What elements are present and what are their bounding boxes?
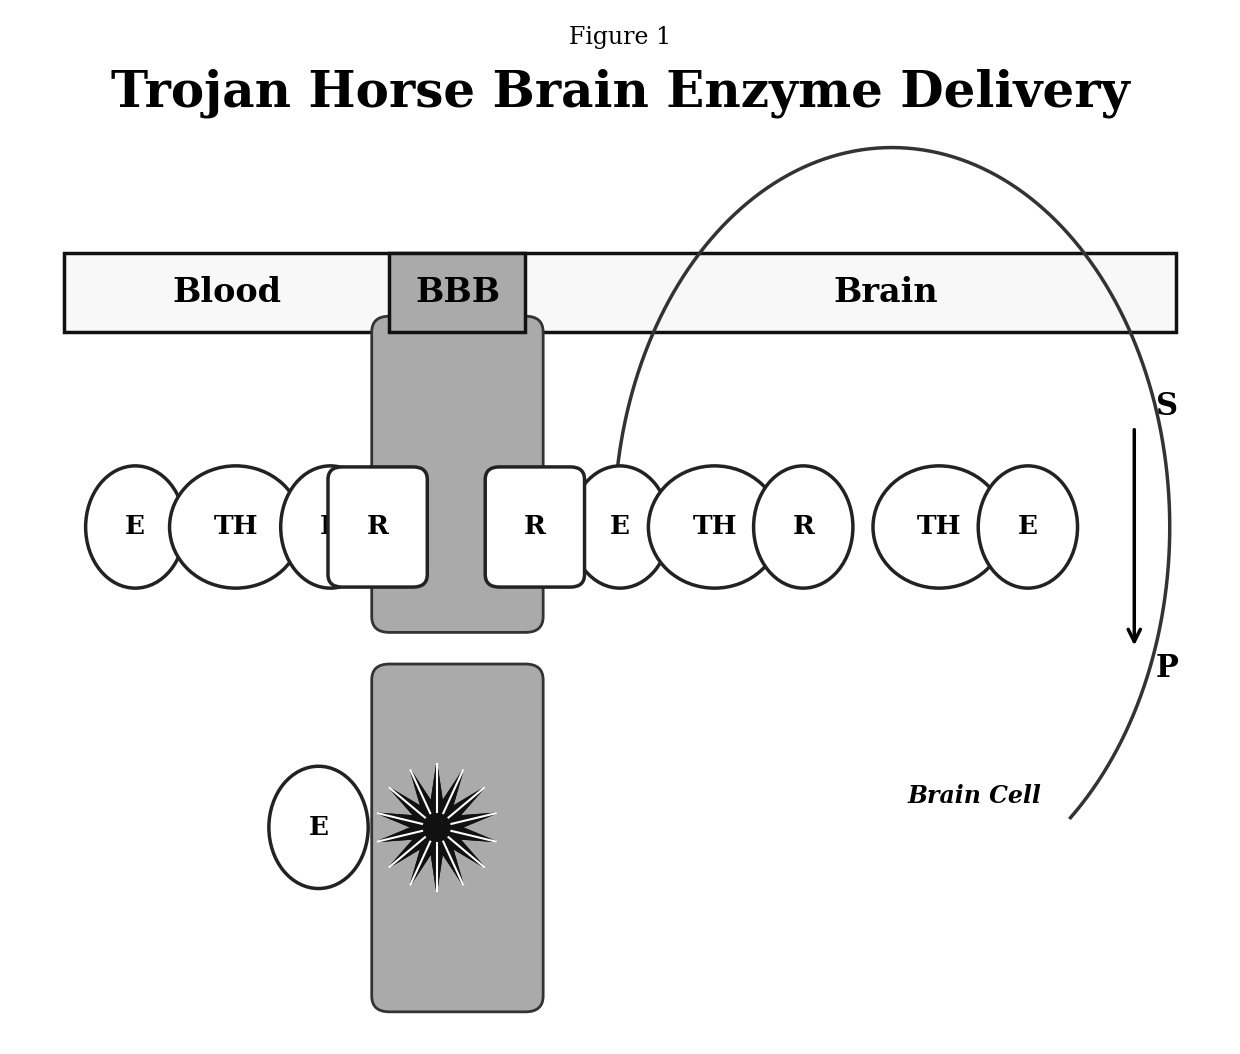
Text: TH: TH xyxy=(692,514,737,540)
Text: E: E xyxy=(610,514,630,540)
FancyBboxPatch shape xyxy=(485,467,584,587)
FancyBboxPatch shape xyxy=(389,253,526,332)
FancyBboxPatch shape xyxy=(372,316,543,632)
Text: R: R xyxy=(792,514,815,540)
Text: BBB: BBB xyxy=(415,276,500,309)
Ellipse shape xyxy=(570,466,670,588)
Ellipse shape xyxy=(269,766,368,889)
Text: R: R xyxy=(367,514,388,540)
Text: P: P xyxy=(1156,653,1178,684)
Text: TH: TH xyxy=(213,514,258,540)
Text: TH: TH xyxy=(916,514,961,540)
Text: Blood: Blood xyxy=(172,276,281,309)
Text: Trojan Horse Brain Enzyme Delivery: Trojan Horse Brain Enzyme Delivery xyxy=(110,69,1130,118)
Polygon shape xyxy=(378,764,496,891)
Polygon shape xyxy=(378,764,496,891)
Ellipse shape xyxy=(873,466,1006,588)
Text: E: E xyxy=(309,815,329,840)
Text: Brain Cell: Brain Cell xyxy=(908,784,1042,807)
FancyBboxPatch shape xyxy=(372,664,543,1012)
Text: R: R xyxy=(320,514,341,540)
Ellipse shape xyxy=(649,466,781,588)
Ellipse shape xyxy=(978,466,1078,588)
Ellipse shape xyxy=(754,466,853,588)
Text: R: R xyxy=(525,514,546,540)
Text: E: E xyxy=(1018,514,1038,540)
FancyBboxPatch shape xyxy=(329,467,428,587)
Text: Figure 1: Figure 1 xyxy=(569,26,671,50)
Ellipse shape xyxy=(86,466,185,588)
FancyBboxPatch shape xyxy=(64,253,1176,332)
Ellipse shape xyxy=(170,466,303,588)
Text: S: S xyxy=(1156,391,1178,422)
Text: E: E xyxy=(125,514,145,540)
Text: Brain: Brain xyxy=(833,276,939,309)
Ellipse shape xyxy=(280,466,379,588)
